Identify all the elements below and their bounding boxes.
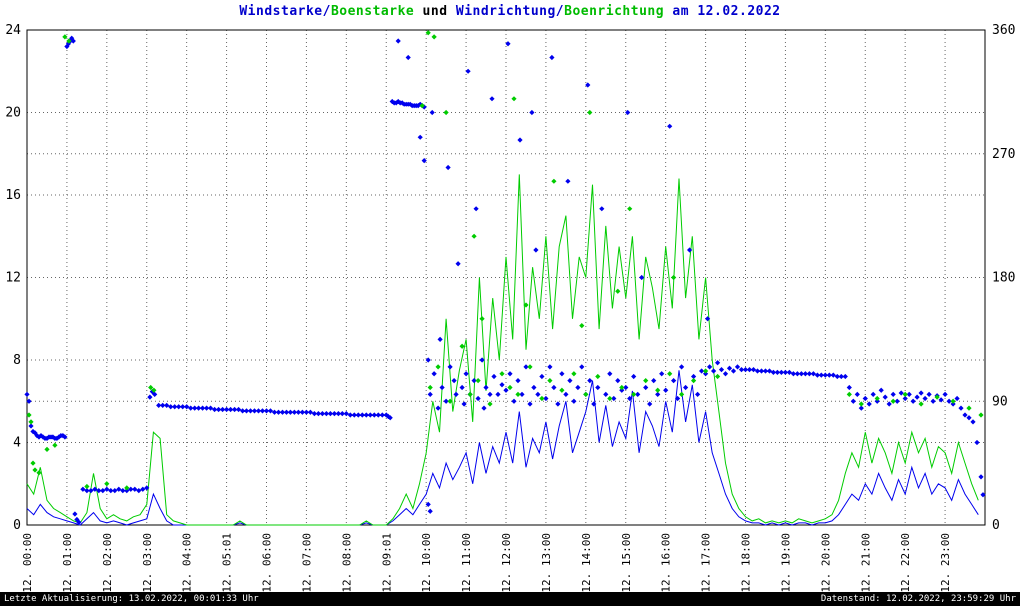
svg-text:12. 18:00: 12. 18:00 — [740, 533, 753, 592]
chart-plot-area: 0 4 8 12 16 20 24 0 90 180 270 360 12. 00:00 12. 01:0… — [5, 23, 1015, 593]
svg-text:12. 00:00: 12. 00:00 — [21, 533, 34, 592]
svg-text:360: 360 — [992, 23, 1015, 38]
svg-text:12. 15:00: 12. 15:00 — [620, 533, 633, 592]
svg-text:20: 20 — [5, 106, 21, 121]
svg-text:4: 4 — [13, 436, 21, 451]
status-last-update: Letzte Aktualisierung: 13.02.2022, 00:01… — [4, 594, 259, 604]
title-segment-0: Windstarke/ — [239, 4, 331, 19]
svg-text:12. 09:01: 12. 09:01 — [380, 533, 393, 592]
status-data-timestamp: Datenstand: 12.02.2022, 23:59:29 Uhr — [820, 594, 1016, 604]
svg-text:12. 02:00: 12. 02:00 — [101, 533, 114, 592]
svg-text:12. 16:00: 12. 16:00 — [660, 533, 673, 592]
title-segment-5: am 12.02.2022 — [664, 4, 781, 19]
svg-text:12. 01:00: 12. 01:00 — [61, 533, 74, 592]
svg-text:12. 08:00: 12. 08:00 — [340, 533, 353, 592]
svg-text:270: 270 — [992, 147, 1015, 162]
status-bar: Letzte Aktualisierung: 13.02.2022, 00:01… — [0, 592, 1020, 606]
svg-text:8: 8 — [13, 353, 21, 368]
svg-text:180: 180 — [992, 271, 1015, 286]
svg-text:12. 04:00: 12. 04:00 — [181, 533, 194, 592]
svg-text:24: 24 — [5, 23, 21, 38]
svg-text:12. 13:00: 12. 13:00 — [540, 533, 553, 592]
svg-text:12. 23:00: 12. 23:00 — [939, 533, 952, 592]
svg-text:12. 05:01: 12. 05:01 — [221, 533, 234, 592]
title-segment-1: Boenstarke — [330, 4, 415, 19]
svg-text:12. 06:00: 12. 06:00 — [261, 533, 274, 592]
svg-text:0: 0 — [13, 518, 21, 533]
svg-text:16: 16 — [5, 188, 21, 203]
title-segment-4: Boenrichtung — [564, 4, 665, 19]
svg-text:12. 07:00: 12. 07:00 — [300, 533, 313, 592]
svg-text:12. 19:00: 12. 19:00 — [779, 533, 792, 592]
svg-text:12. 14:00: 12. 14:00 — [580, 533, 593, 592]
svg-text:12. 11:00: 12. 11:00 — [460, 533, 473, 592]
svg-text:12. 22:00: 12. 22:00 — [899, 533, 912, 592]
title-segment-2: und — [414, 4, 456, 19]
svg-text:12. 12:00: 12. 12:00 — [500, 533, 513, 592]
svg-text:0: 0 — [992, 518, 1000, 533]
svg-text:12. 21:00: 12. 21:00 — [859, 533, 872, 592]
svg-text:12. 17:00: 12. 17:00 — [700, 533, 713, 592]
chart-title: Windstarke/Boenstarke und Windrichtung/B… — [0, 4, 1020, 19]
svg-text:12. 10:00: 12. 10:00 — [420, 533, 433, 592]
svg-text:12. 20:00: 12. 20:00 — [819, 533, 832, 592]
svg-text:90: 90 — [992, 394, 1008, 409]
svg-text:12: 12 — [5, 271, 21, 286]
title-segment-3: Windrichtung/ — [455, 4, 565, 19]
svg-text:12. 03:00: 12. 03:00 — [141, 533, 154, 592]
